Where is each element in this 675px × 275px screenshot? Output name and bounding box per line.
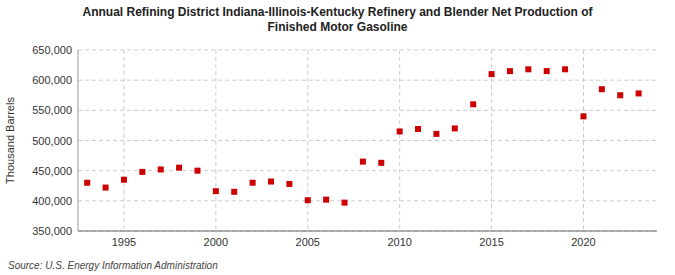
- point: [360, 159, 366, 165]
- point: [268, 179, 274, 185]
- y-tick-label: 500,000: [32, 135, 72, 147]
- x-grid-line: [399, 50, 400, 231]
- x-tick-label: 2020: [571, 236, 595, 248]
- y-tick-label: 650,000: [32, 44, 72, 56]
- point: [378, 160, 384, 166]
- point: [599, 86, 605, 92]
- y-tick-label: 550,000: [32, 104, 72, 116]
- point: [452, 125, 458, 131]
- point: [562, 66, 568, 72]
- point: [84, 180, 90, 186]
- point: [415, 126, 421, 132]
- y-tick-label: 450,000: [32, 165, 72, 177]
- y-grid-line: [78, 170, 657, 171]
- point: [580, 113, 586, 119]
- x-grid-line: [307, 50, 308, 231]
- title: Finished Motor Gasoline: [267, 20, 407, 34]
- point: [470, 101, 476, 107]
- x-tick-labels: 1995 2000 2005 2010 2015 2020: [112, 236, 596, 248]
- y-grid-line: [78, 50, 657, 51]
- y-axis-line: [78, 50, 79, 231]
- x-grid-line: [215, 50, 216, 231]
- y-grid-line: [78, 80, 657, 81]
- point: [194, 168, 200, 174]
- y-axis-label: Thousand Barrels: [4, 97, 16, 184]
- point: [213, 188, 219, 194]
- x-grid-line: [491, 50, 492, 231]
- point: [323, 197, 329, 203]
- grid: [78, 50, 657, 231]
- x-tick-label: 2005: [296, 236, 320, 248]
- background: [0, 0, 675, 275]
- point: [158, 166, 164, 172]
- y-tick-label: 600,000: [32, 74, 72, 86]
- chart-container: Annual Refining District Indiana-Illinoi…: [0, 0, 675, 275]
- x-tick-label: 1995: [112, 236, 136, 248]
- y-tick-labels: 350,000 400,000 450,000 500,000 550,000 600,0…: [32, 44, 72, 237]
- point: [103, 185, 109, 191]
- x-tick-label: 2015: [479, 236, 503, 248]
- source-note: Source: U.S. Energy Information Administ…: [8, 260, 218, 271]
- x-axis-line: [78, 231, 657, 232]
- point: [286, 181, 292, 187]
- x-tick-label: 2010: [387, 236, 411, 248]
- y-tick-label: 400,000: [32, 195, 72, 207]
- point: [525, 66, 531, 72]
- point: [544, 68, 550, 74]
- point: [397, 128, 403, 134]
- point: [342, 200, 348, 206]
- x-tick-label: 2000: [204, 236, 228, 248]
- point: [636, 90, 642, 96]
- y-grid-line: [78, 140, 657, 141]
- point: [231, 189, 237, 195]
- point: [121, 177, 127, 183]
- point: [305, 197, 311, 203]
- y-grid-line: [78, 231, 657, 232]
- point: [489, 71, 495, 77]
- y-grid-line: [78, 200, 657, 201]
- title: Annual Refining District Indiana-Illinoi…: [82, 5, 593, 19]
- y-grid-line: [78, 110, 657, 111]
- x-grid-line: [583, 50, 584, 231]
- point: [139, 169, 145, 175]
- point: [176, 165, 182, 171]
- point: [507, 68, 513, 74]
- chart-svg: Annual Refining District Indiana-Illinoi…: [0, 0, 675, 275]
- point: [433, 131, 439, 137]
- title-group: Annual Refining District Indiana-Illinoi…: [82, 5, 593, 34]
- x-grid-line: [123, 50, 124, 231]
- point: [250, 180, 256, 186]
- point: [617, 92, 623, 98]
- data-points: [84, 66, 641, 205]
- y-tick-label: 350,000: [32, 225, 72, 237]
